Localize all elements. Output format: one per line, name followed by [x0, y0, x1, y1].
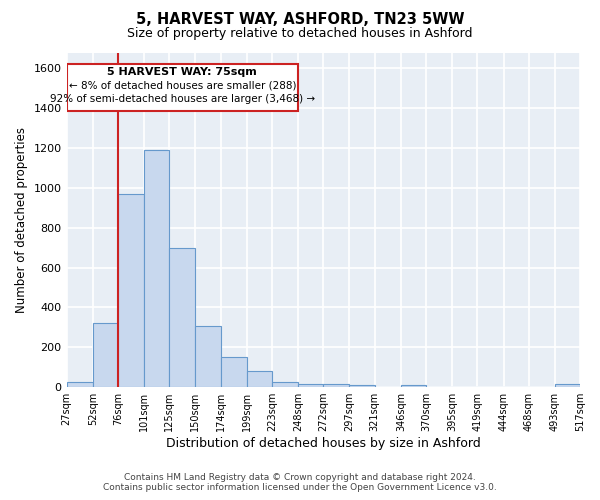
Y-axis label: Number of detached properties: Number of detached properties	[15, 127, 28, 313]
Text: 5, HARVEST WAY, ASHFORD, TN23 5WW: 5, HARVEST WAY, ASHFORD, TN23 5WW	[136, 12, 464, 28]
Text: 5 HARVEST WAY: 75sqm: 5 HARVEST WAY: 75sqm	[107, 68, 257, 78]
Bar	[272, 382, 298, 387]
Bar	[349, 385, 374, 387]
Text: Size of property relative to detached houses in Ashford: Size of property relative to detached ho…	[127, 28, 473, 40]
Bar	[247, 371, 272, 387]
Bar	[323, 384, 349, 387]
Text: ← 8% of detached houses are smaller (288): ← 8% of detached houses are smaller (288…	[68, 81, 296, 91]
Bar	[401, 385, 426, 387]
Bar	[67, 382, 93, 387]
Bar	[196, 326, 221, 387]
Bar	[298, 384, 323, 387]
Bar	[118, 194, 144, 387]
Text: Contains HM Land Registry data © Crown copyright and database right 2024.
Contai: Contains HM Land Registry data © Crown c…	[103, 473, 497, 492]
X-axis label: Distribution of detached houses by size in Ashford: Distribution of detached houses by size …	[166, 437, 481, 450]
Bar	[169, 248, 196, 387]
Text: 92% of semi-detached houses are larger (3,468) →: 92% of semi-detached houses are larger (…	[50, 94, 315, 104]
Bar	[221, 357, 247, 387]
Bar	[67, 64, 298, 112]
Bar	[555, 384, 580, 387]
Bar	[144, 150, 169, 387]
Bar	[93, 324, 118, 387]
